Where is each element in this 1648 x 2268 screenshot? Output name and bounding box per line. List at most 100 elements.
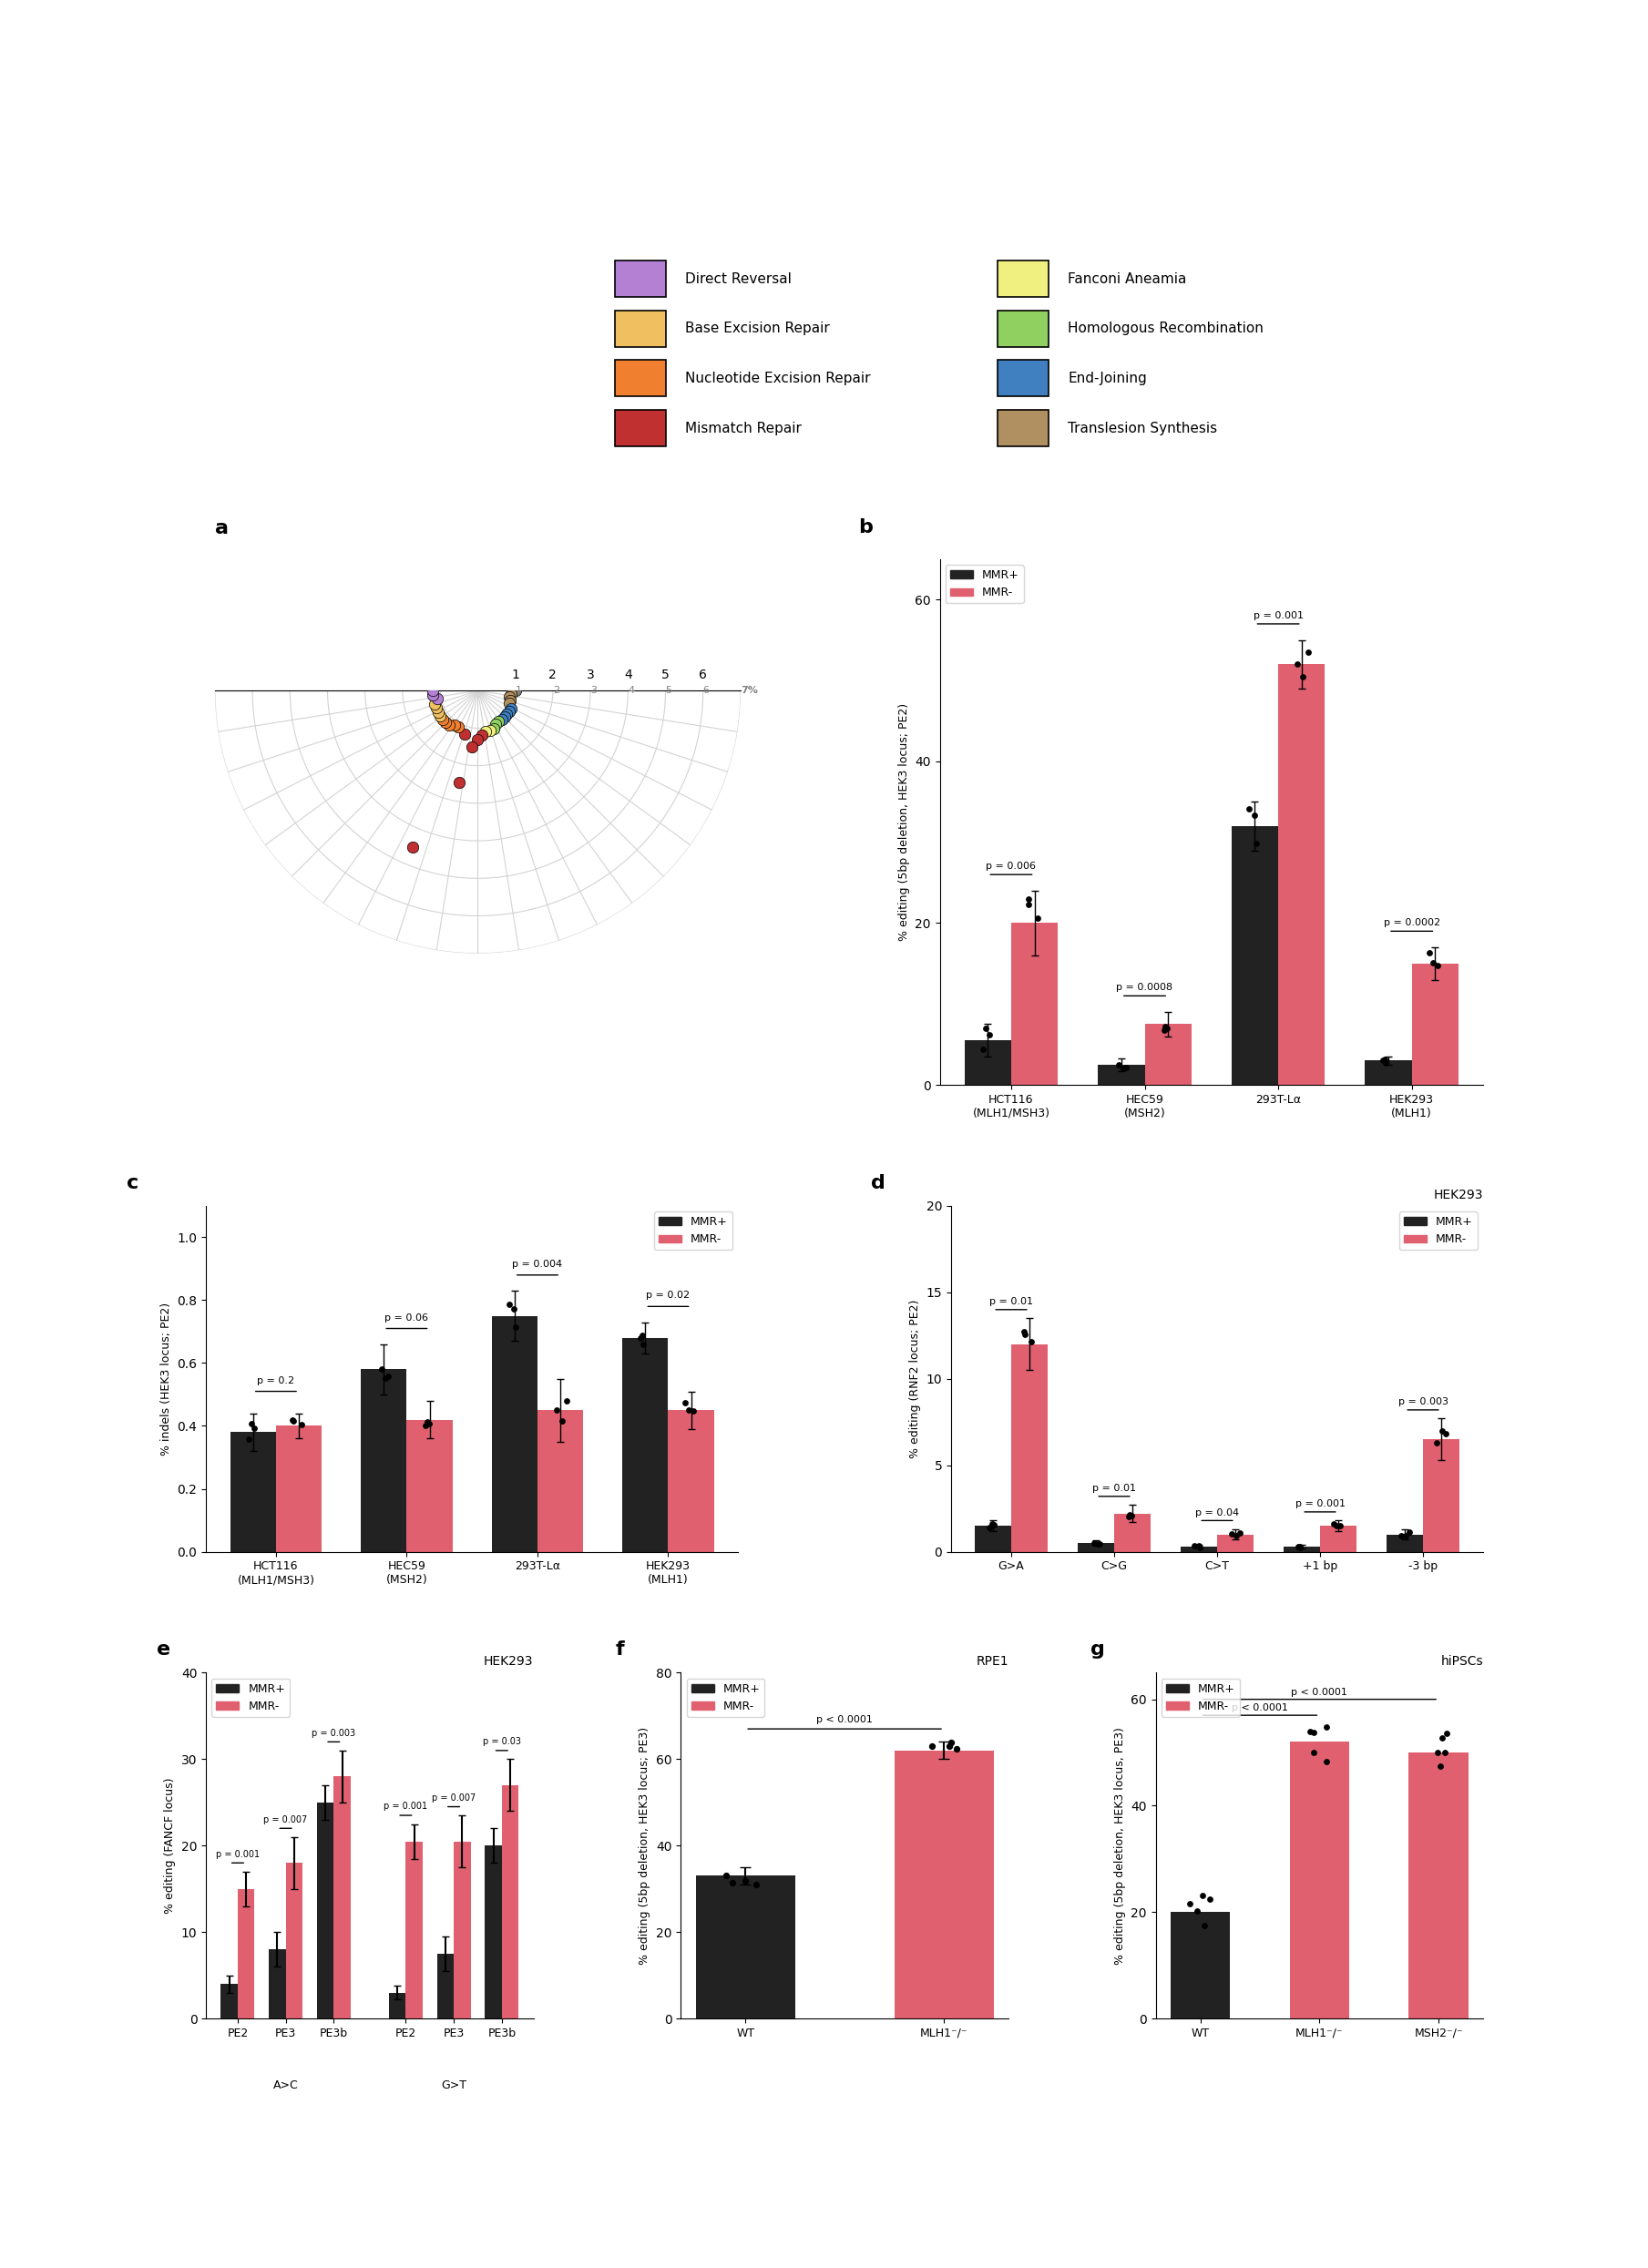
Point [1117, 1497, 1144, 1533]
Point [1424, 948, 1450, 984]
Point [503, 671, 529, 708]
Text: p = 0.04: p = 0.04 [1195, 1508, 1239, 1517]
Text: End-Joining: End-Joining [1068, 372, 1147, 386]
Text: p = 0.006: p = 0.006 [986, 862, 1037, 871]
Bar [491, 1315, 537, 1551]
Point [483, 705, 509, 742]
Bar [269, 1950, 285, 2019]
Bar [335, 1776, 351, 2019]
Bar [485, 1846, 501, 2019]
Text: p = 0.03: p = 0.03 [483, 1737, 521, 1746]
Bar [1422, 1440, 1458, 1551]
Point [1396, 1515, 1422, 1551]
Point [971, 1032, 997, 1068]
Point [1424, 1735, 1450, 1771]
Text: p < 0.0001: p < 0.0001 [1231, 1703, 1289, 1712]
Bar [1218, 1535, 1252, 1551]
Point [676, 1393, 702, 1429]
Point [918, 1728, 944, 1765]
Point [1081, 1524, 1107, 1560]
Point [712, 1857, 738, 1894]
Point [501, 1290, 527, 1327]
Point [1320, 1506, 1346, 1542]
Bar [964, 1041, 1012, 1084]
Text: 6: 6 [704, 685, 709, 696]
Y-axis label: % editing (RNF2 locus; PE2): % editing (RNF2 locus; PE2) [910, 1300, 921, 1458]
Text: 7%: 7% [740, 685, 758, 696]
Bar [1182, 1547, 1218, 1551]
Point [498, 689, 524, 726]
FancyBboxPatch shape [615, 411, 666, 447]
Point [476, 712, 503, 748]
Bar [1365, 1061, 1412, 1084]
Bar [667, 1411, 714, 1551]
Text: 2: 2 [552, 685, 559, 696]
Bar [895, 1751, 994, 2019]
Text: c: c [127, 1175, 138, 1193]
Bar [1290, 1742, 1350, 2019]
Point [1313, 1744, 1340, 1780]
Point [630, 1318, 656, 1354]
Point [424, 680, 450, 717]
Bar [501, 1785, 519, 2019]
Point [936, 1728, 962, 1765]
Text: p = 0.001: p = 0.001 [216, 1848, 260, 1857]
FancyBboxPatch shape [999, 411, 1048, 447]
Bar [1231, 826, 1279, 1084]
Point [1388, 1517, 1414, 1554]
Point [979, 1506, 1005, 1542]
Point [1220, 1517, 1246, 1554]
Point [1427, 1749, 1454, 1785]
Point [1012, 1315, 1038, 1352]
Legend: MMR+, MMR-: MMR+, MMR- [654, 1211, 732, 1250]
Point [442, 708, 468, 744]
Text: p = 0.003: p = 0.003 [1398, 1397, 1449, 1406]
Text: b: b [859, 519, 873, 538]
Bar [1114, 1513, 1150, 1551]
Point [420, 676, 447, 712]
Bar [275, 1427, 321, 1551]
Point [1290, 660, 1317, 696]
Bar [361, 1370, 407, 1551]
Text: 3: 3 [590, 685, 597, 696]
Point [1300, 1735, 1327, 1771]
Point [976, 1016, 1002, 1052]
Point [981, 1506, 1007, 1542]
Bar [623, 1338, 667, 1551]
Point [549, 1402, 575, 1438]
Point [1429, 1413, 1455, 1449]
Bar [1388, 1535, 1422, 1551]
Point [1177, 1885, 1203, 1921]
Point [430, 701, 456, 737]
Point [400, 828, 427, 864]
Point [239, 1406, 265, 1442]
Text: Mismatch Repair: Mismatch Repair [686, 422, 801, 435]
Legend: MMR+, MMR-: MMR+, MMR- [946, 565, 1023, 603]
Bar [316, 1803, 335, 2019]
Point [1432, 1735, 1458, 1771]
Point [732, 1862, 758, 1898]
Point [1285, 1529, 1312, 1565]
Point [1185, 1529, 1211, 1565]
Point [1226, 1515, 1252, 1551]
Point [236, 1420, 262, 1456]
Text: Homologous Recombination: Homologous Recombination [1068, 322, 1264, 336]
Point [1297, 1712, 1323, 1749]
Bar [695, 1876, 794, 2019]
Point [496, 685, 522, 721]
Legend: MMR+, MMR-: MMR+, MMR- [211, 1678, 290, 1717]
Point [672, 1383, 699, 1420]
Bar [537, 1411, 583, 1551]
Point [1025, 900, 1051, 937]
Text: Direct Reversal: Direct Reversal [686, 272, 791, 286]
Point [972, 1012, 999, 1048]
Point [1192, 1907, 1218, 1944]
Point [424, 689, 450, 726]
Bar [405, 1842, 422, 2019]
Point [412, 1408, 438, 1445]
Text: p = 0.0008: p = 0.0008 [1116, 982, 1173, 991]
Point [498, 683, 524, 719]
Bar [285, 1862, 303, 2019]
Point [1015, 887, 1042, 923]
Point [280, 1402, 307, 1438]
